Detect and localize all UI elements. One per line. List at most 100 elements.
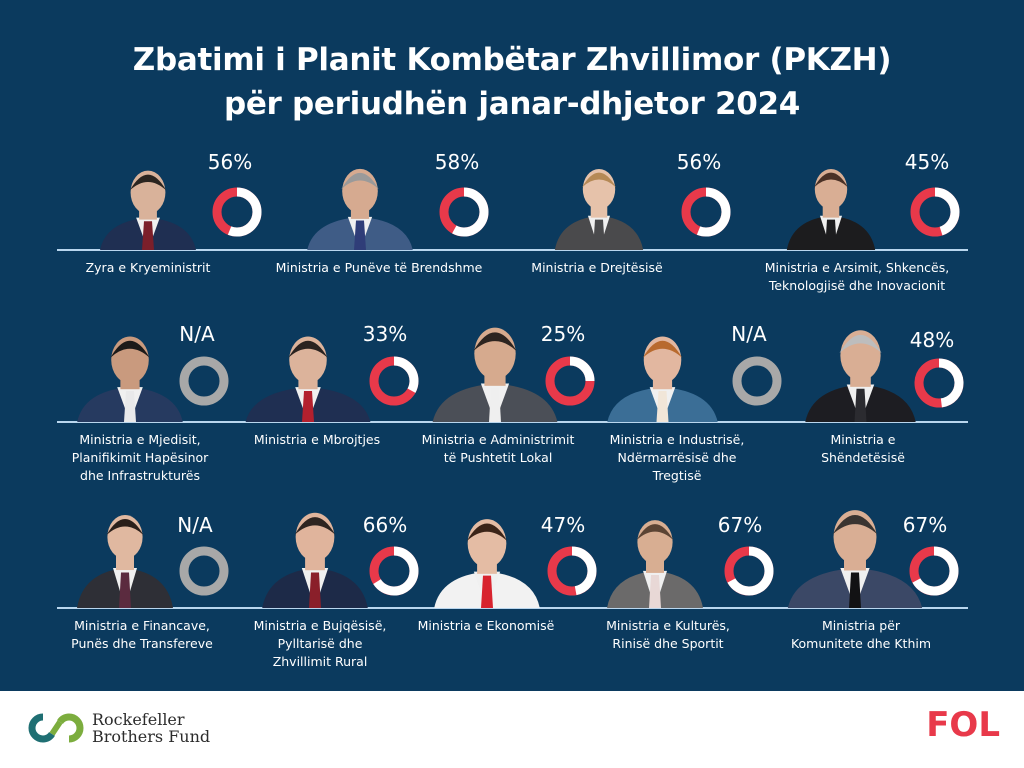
ministry-name-line: Komunitete dhe Kthim	[790, 636, 932, 651]
minister-photo	[243, 325, 373, 422]
ministry-name-line: Ministria e Drejtësisë	[531, 260, 663, 275]
ministry-name-line: Punës dhe Transfereve	[71, 636, 213, 651]
donut-completed-arc	[909, 546, 959, 596]
minister-photo	[260, 497, 370, 608]
donut-completed-arc	[369, 546, 419, 596]
ministry-name-line: Planifikimit Hapësinor	[71, 450, 209, 465]
completion-percent: 56%	[676, 150, 722, 174]
donut-completed-arc	[369, 356, 419, 406]
ministry-name: Ministria e Punëve të Brendshme	[259, 259, 499, 277]
completion-percent: 47%	[540, 513, 586, 537]
minister-photo	[803, 318, 918, 422]
row-divider-2	[57, 421, 968, 423]
minister-photo	[430, 315, 560, 422]
ministry-name-line: Tregtisë	[652, 468, 702, 483]
donut-completed-arc	[681, 187, 731, 237]
ministry-name-line: Rinisë dhe Sportit	[612, 636, 724, 651]
ministry-name-line: Ministria për	[821, 618, 901, 633]
minister-photo	[605, 505, 705, 608]
ministry-name-line: Ministria e Industrisë,	[609, 432, 745, 447]
donut-completed-arc	[910, 187, 960, 237]
completion-percent: 33%	[362, 322, 408, 346]
ministry-name-line: Zhvillimit Rural	[272, 654, 368, 669]
minister-photo	[785, 497, 925, 608]
ministry-name-line: dhe Infrastrukturës	[80, 468, 200, 483]
completion-donut	[732, 356, 782, 406]
completion-percent: 58%	[434, 150, 480, 174]
donut-na-ring	[179, 546, 229, 596]
completion-donut	[545, 356, 595, 406]
minister-photo	[553, 155, 645, 250]
ministry-name-line: Ministria e Arsimit, Shkencës,	[764, 260, 950, 275]
completion-percent: 45%	[904, 150, 950, 174]
completion-donut	[369, 546, 419, 596]
ministry-name-line: Ministria e Punëve të Brendshme	[275, 260, 483, 275]
completion-donut	[724, 546, 774, 596]
footer: Rockefeller Brothers Fund FOL	[0, 691, 1024, 768]
ministry-name: Ministria e Kulturës, Rinisë dhe Sportit	[548, 617, 788, 653]
completion-donut	[369, 356, 419, 406]
donut-completed-arc	[545, 356, 595, 406]
ministry-name: Ministria për Komunitete dhe Kthim	[741, 617, 981, 653]
donut-completed-arc	[439, 187, 489, 237]
completion-donut	[179, 356, 229, 406]
completion-percent: 66%	[362, 513, 408, 537]
completion-donut	[910, 187, 960, 237]
completion-percent: 67%	[717, 513, 763, 537]
donut-completed-arc	[212, 187, 262, 237]
ministry-name-line: Ministria e Financave,	[74, 618, 210, 633]
minister-photo	[432, 507, 542, 608]
donut-na-ring	[179, 356, 229, 406]
title-line-1: Zbatimi i Planit Kombëtar Zhvillimor (PK…	[132, 42, 892, 78]
ministry-name-line: Ministria e Kulturës,	[606, 618, 730, 633]
completion-donut	[179, 546, 229, 596]
completion-donut	[547, 546, 597, 596]
completion-percent: N/A	[731, 322, 767, 346]
page-title: Zbatimi i Planit Kombëtar Zhvillimor (PK…	[0, 38, 1024, 126]
ministry-name: Ministria e Financave, Punës dhe Transfer…	[22, 617, 262, 653]
minister-photo	[785, 155, 877, 250]
completion-percent: N/A	[179, 322, 215, 346]
minister-photo	[75, 497, 175, 608]
ministry-name-line: Ministria e Ekonomisë	[417, 618, 555, 633]
ministry-name-line: Teknologjisë dhe Inovacionit	[768, 278, 946, 293]
ministry-name-line: të Pushtetit Lokal	[443, 450, 553, 465]
ministry-name: Ministria e Drejtësisë	[477, 259, 717, 277]
donut-completed-arc	[724, 546, 774, 596]
fol-logo: FOL	[926, 705, 1000, 745]
completion-donut	[914, 358, 964, 408]
completion-percent: N/A	[177, 513, 213, 537]
row-divider-3	[57, 607, 968, 609]
completion-donut	[439, 187, 489, 237]
donut-completed-arc	[914, 358, 964, 408]
rockefeller-brothers-fund-logo: Rockefeller Brothers Fund	[28, 711, 210, 745]
title-line-2: për periudhën janar-dhjetor 2024	[223, 86, 801, 122]
completion-percent: 56%	[207, 150, 253, 174]
ministry-name-line: Ministria e Bujqësisë,	[253, 618, 387, 633]
minister-photo	[605, 325, 720, 422]
ministry-name: Ministria e Mjedisit, Planifikimit Hapësi…	[20, 431, 260, 485]
minister-photo	[98, 160, 198, 250]
ministry-name-line: Ministria e Administrimit	[421, 432, 575, 447]
partner-name-line-1: Rockefeller	[92, 710, 185, 729]
ministry-name: Ministria e Shëndetësisë	[743, 431, 983, 467]
infinity-logo-icon	[28, 713, 84, 743]
partner-name-line-2: Brothers Fund	[92, 727, 211, 746]
ministry-name: Ministria e Mbrojtjes	[197, 431, 437, 449]
completion-percent: 48%	[909, 328, 955, 352]
ministry-name: Ministria e Arsimit, Shkencës, Teknologji…	[737, 259, 977, 295]
ministry-name: Zyra e Kryeministrit	[28, 259, 268, 277]
ministry-name-line: Ministria e Mbrojtjes	[253, 432, 381, 447]
completion-donut	[681, 187, 731, 237]
completion-percent: 25%	[540, 322, 586, 346]
ministry-name: Ministria e Industrisë, Ndërmarrësisë dhe…	[557, 431, 797, 485]
row-divider-1	[57, 249, 968, 251]
donut-na-ring	[732, 356, 782, 406]
minister-photo	[75, 325, 185, 422]
ministry-name-line: Pylltarisë dhe	[277, 636, 363, 651]
completion-donut	[212, 187, 262, 237]
ministry-name-line: Zyra e Kryeministrit	[85, 260, 211, 275]
minister-photo	[305, 158, 415, 250]
ministry-name: Ministria e Administrimit të Pushtetit Lo…	[378, 431, 618, 467]
ministry-name-line: Ministria e	[830, 432, 896, 447]
